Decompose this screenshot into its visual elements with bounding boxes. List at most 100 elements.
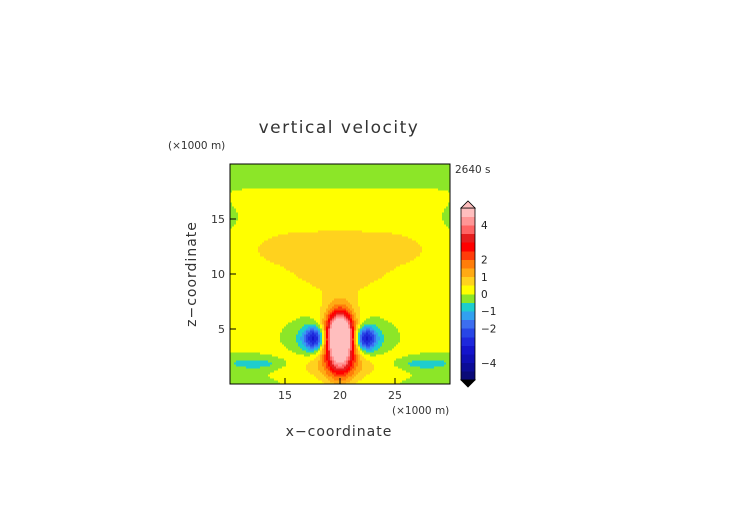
field-cell xyxy=(372,368,375,371)
field-cell xyxy=(296,362,299,365)
field-cell xyxy=(236,322,239,325)
field-cell xyxy=(420,318,423,321)
field-cell xyxy=(362,370,365,373)
field-cell xyxy=(236,354,239,357)
field-cell xyxy=(262,372,265,375)
field-cell xyxy=(350,326,353,329)
field-cell xyxy=(408,350,411,353)
field-cell xyxy=(286,366,289,369)
field-cell xyxy=(238,358,241,361)
field-cell xyxy=(388,382,391,384)
field-cell xyxy=(310,344,313,347)
field-cell xyxy=(320,378,323,381)
field-cell xyxy=(376,364,379,367)
field-cell xyxy=(362,324,365,327)
field-cell xyxy=(234,372,237,375)
field-cell xyxy=(254,368,257,371)
field-cell xyxy=(264,338,267,341)
field-cell xyxy=(258,364,261,367)
field-cell xyxy=(352,348,355,351)
field-cell xyxy=(348,294,351,297)
field-cell xyxy=(286,308,289,311)
field-cell xyxy=(342,312,345,315)
field-cell xyxy=(394,336,397,339)
field-cell xyxy=(312,378,315,381)
field-cell xyxy=(444,312,447,315)
field-cell xyxy=(276,330,279,333)
field-cell xyxy=(362,382,365,384)
field-cell xyxy=(420,314,423,317)
field-cell xyxy=(442,360,445,363)
field-cell xyxy=(278,368,281,371)
field-cell xyxy=(286,360,289,363)
field-cell xyxy=(298,318,301,321)
field-cell xyxy=(296,350,299,353)
field-cell xyxy=(270,340,273,343)
field-cell xyxy=(366,378,369,381)
field-cell xyxy=(296,304,299,307)
field-cell xyxy=(386,376,389,379)
field-cell xyxy=(418,346,421,349)
field-cell xyxy=(256,322,259,325)
field-cell xyxy=(338,378,341,381)
field-cell xyxy=(404,352,407,355)
field-cell xyxy=(324,360,327,363)
field-cell xyxy=(334,320,337,323)
field-cell xyxy=(380,318,383,321)
field-cell xyxy=(400,324,403,327)
field-cell xyxy=(396,344,399,347)
field-cell xyxy=(340,372,343,375)
field-cell xyxy=(322,366,325,369)
field-cell xyxy=(298,298,301,301)
field-cell xyxy=(314,372,317,375)
field-cell xyxy=(324,330,327,333)
field-cell xyxy=(270,378,273,381)
field-cell xyxy=(358,328,361,331)
field-cell xyxy=(380,326,383,329)
field-cell xyxy=(394,366,397,369)
field-cell xyxy=(320,372,323,375)
field-cell xyxy=(448,376,450,379)
field-cell xyxy=(342,320,345,323)
field-cell xyxy=(290,324,293,327)
field-cell xyxy=(308,326,311,329)
field-cell xyxy=(304,382,307,384)
field-cell xyxy=(286,316,289,319)
field-cell xyxy=(422,332,425,335)
field-cell xyxy=(330,356,333,359)
field-cell xyxy=(384,370,387,373)
field-cell xyxy=(434,356,437,359)
field-cell xyxy=(422,374,425,377)
field-cell xyxy=(422,322,425,325)
field-cell xyxy=(392,318,395,321)
field-cell xyxy=(244,364,247,367)
field-cell xyxy=(268,314,271,317)
field-cell xyxy=(356,354,359,357)
field-cell xyxy=(348,380,351,383)
field-cell xyxy=(360,354,363,357)
field-cell xyxy=(294,314,297,317)
field-cell xyxy=(242,350,245,353)
field-cell xyxy=(426,382,429,384)
field-cell xyxy=(326,372,329,375)
field-cell xyxy=(422,344,425,347)
field-cell xyxy=(302,302,305,305)
field-cell xyxy=(398,380,401,383)
field-cell xyxy=(326,374,329,377)
field-cell xyxy=(322,332,325,335)
field-cell xyxy=(284,336,287,339)
field-cell xyxy=(264,320,267,323)
field-cell xyxy=(364,314,367,317)
field-cell xyxy=(362,304,365,307)
field-cell xyxy=(332,338,335,341)
field-cell xyxy=(434,368,437,371)
field-cell xyxy=(432,338,435,341)
field-cell xyxy=(294,302,297,305)
field-cell xyxy=(298,356,301,359)
field-cell xyxy=(316,314,319,317)
field-cell xyxy=(416,344,419,347)
field-cell xyxy=(344,350,347,353)
field-cell xyxy=(232,306,235,309)
field-cell xyxy=(446,304,449,307)
field-cell xyxy=(332,352,335,355)
